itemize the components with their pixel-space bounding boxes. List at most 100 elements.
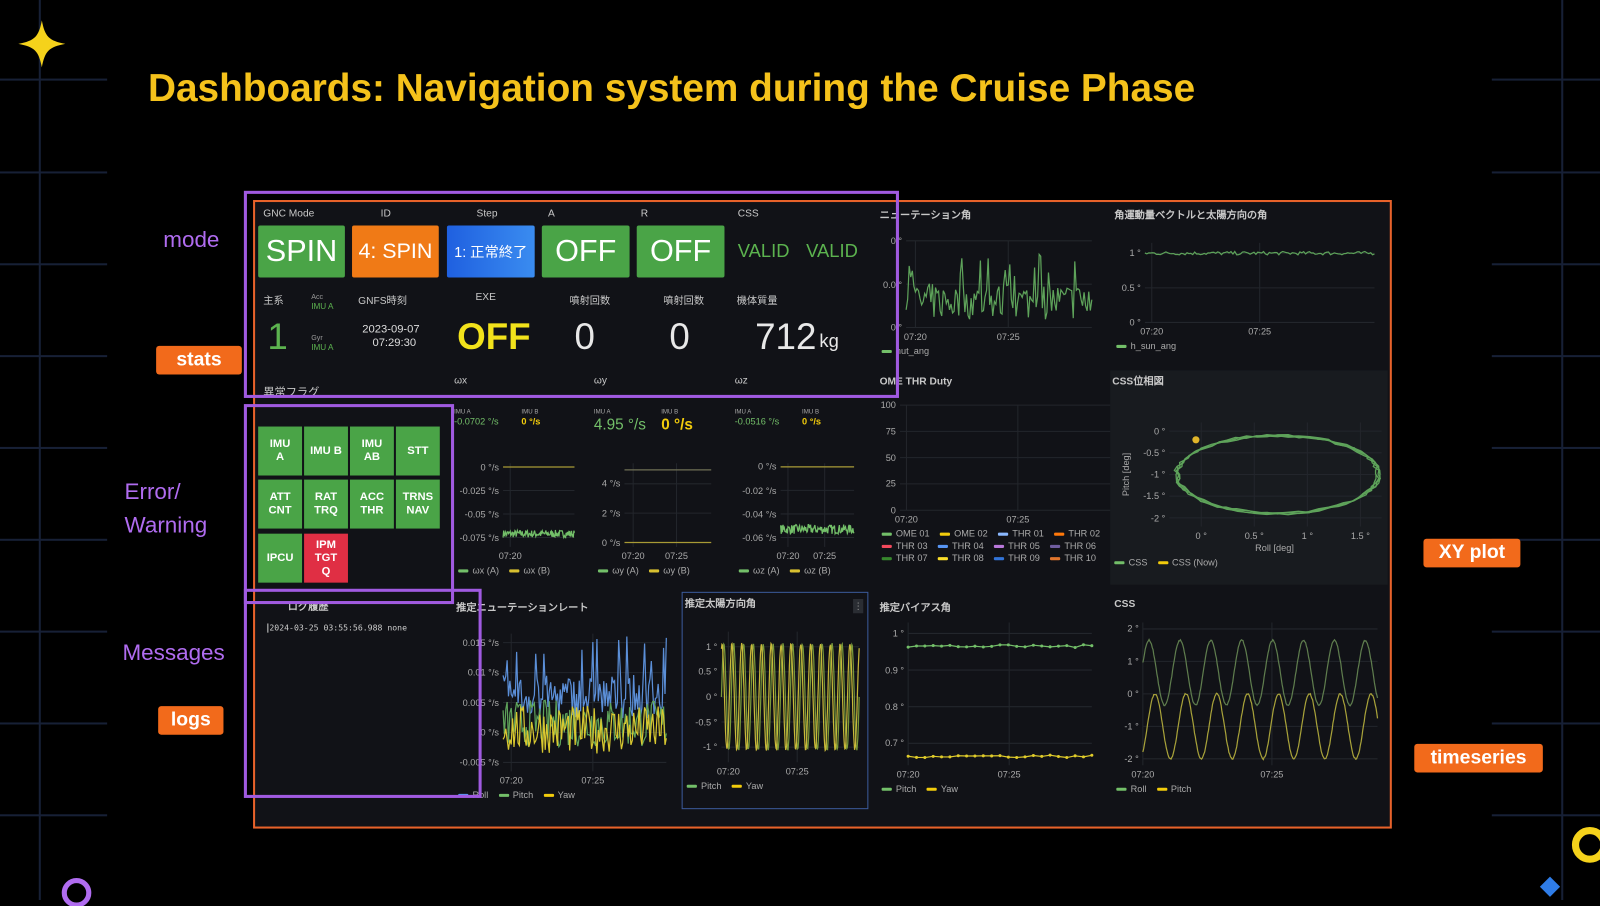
y-tick-label: 0 ° [890, 322, 903, 333]
legend-label: ωz (B) [804, 565, 831, 576]
y-tick-label: -0.02 °/s [742, 485, 777, 496]
legend-item[interactable]: THR 03 [881, 541, 928, 551]
legend-item[interactable]: THR 01 [997, 529, 1044, 539]
legend-swatch [789, 569, 801, 573]
panel-menu-icon[interactable]: ⋮ [853, 598, 864, 614]
header-fire-count-2: 噴射回数 [663, 295, 705, 308]
legend-label: Pitch [701, 780, 722, 791]
y-tick-label: 0 ° [1153, 426, 1166, 437]
legend-item[interactable]: Roll [1116, 784, 1146, 794]
plot-area: 1 ° 0.5 ° 0 ° 07:20 07:25 [1122, 242, 1375, 337]
gyr-label: Gyr [311, 334, 323, 342]
x-tick-label: 07:25 [1260, 769, 1284, 780]
legend-swatch [881, 787, 892, 791]
legend-item[interactable]: OME 01 [881, 529, 930, 539]
legend-swatch [881, 557, 892, 561]
omega-x-panel: ωx IMU A IMU B -0.0702 °/s 0 °/s 0 °/s -0.025 … [454, 376, 589, 582]
legend-item[interactable]: Yaw [731, 781, 763, 791]
y-tick-label: 0 °/s [758, 461, 777, 472]
legend-item[interactable]: h_sun_ang [1116, 341, 1176, 351]
y-tick-label: 50 [885, 452, 896, 463]
y-tick-label: -0.005 °/s [459, 757, 499, 768]
flag-imu-a[interactable]: IMU A [258, 426, 303, 476]
x-axis-label: Roll [deg] [1255, 542, 1294, 554]
legend-item[interactable]: Pitch [881, 784, 916, 794]
flag-imu-ab[interactable]: IMU AB [349, 426, 394, 476]
legend-label: CSS (Now) [1171, 557, 1218, 568]
legend-item[interactable]: ωy (B) [649, 565, 690, 576]
legend-item[interactable]: ωx (A) [458, 565, 500, 576]
y-tick-label: -0.025 °/s [459, 485, 499, 496]
header-step: Step [476, 208, 498, 220]
legend-swatch [1157, 561, 1168, 565]
log-entry[interactable]: 2024-03-25 03:55:56.988 none [267, 623, 407, 633]
label-messages: Messages [122, 639, 225, 666]
legend-item[interactable]: ωx (B) [509, 565, 550, 576]
sun-direction-panel[interactable]: 推定太陽方向角 1 ° 0.5 ° 0 ° -0.5 ° -1 ° 07:20 07:25 Pi… [681, 591, 869, 810]
flag-trns-nav[interactable]: TRNS NAV [395, 479, 440, 529]
legend-item[interactable]: CSS [1114, 557, 1147, 567]
flag-ipcu[interactable]: IPCU [258, 533, 303, 583]
plot-area: 1 ° 0.9 ° 0.8 ° 0.7 ° 07:20 07:25 [885, 622, 1094, 780]
imu-a-label: IMU A [593, 409, 611, 416]
y-tick-label: 0.5 ° [698, 666, 718, 677]
legend-item[interactable]: Pitch [498, 790, 533, 800]
plot-area: 0 ° 0.0 ° 0 ° 07:20 07:25 [883, 236, 1093, 342]
legend: ωz (A) ωz (B) [738, 565, 868, 576]
legend-item[interactable]: THR 07 [881, 553, 928, 563]
header-id: ID [380, 208, 391, 220]
legend-item[interactable]: THR 10 [1050, 553, 1096, 563]
flag-acc-thr[interactable]: ACC THR [349, 479, 394, 529]
flag-imu-b[interactable]: IMU B [304, 426, 348, 476]
legend-item[interactable]: Roll [458, 790, 488, 800]
y-tick-label: -1 ° [1150, 469, 1166, 480]
legend-item[interactable]: CSS (Now) [1157, 557, 1218, 568]
legend-label: OME 02 [954, 528, 988, 539]
css-phase-panel: CSS位相図 0 ° -0.5 ° -1 ° -1.5 ° -2 ° 0 ° 0.5 ° 1 °… [1110, 370, 1388, 585]
legend-item[interactable]: Yaw [926, 784, 958, 794]
legend-item[interactable]: THR 04 [937, 541, 984, 551]
series-line [908, 754, 1092, 759]
flag-att-cnt[interactable]: ATT CNT [258, 479, 303, 529]
legend-swatch [997, 532, 1009, 536]
y-tick-label: -0.05 °/s [464, 508, 499, 520]
legend-item[interactable]: THR 06 [1050, 541, 1096, 551]
legend-item[interactable]: Pitch [1156, 784, 1191, 794]
legend-item[interactable]: THR 09 [993, 553, 1040, 563]
legend-item[interactable]: Pitch [686, 780, 722, 791]
nutation-rate-panel: 推定ニューテーションレート 0.015 °/s 0.01 °/s 0.005 °/s 0… [454, 597, 673, 809]
imu-b-value: 0 °/s [661, 416, 693, 434]
panel-title: OME THR Duty [879, 376, 953, 388]
panel-title: CSS [1114, 598, 1136, 611]
css-valid-1: VALID [737, 240, 790, 262]
legend-item[interactable]: nut_ang [881, 346, 929, 356]
fire-count-2-value: 0 [669, 315, 690, 358]
y-tick-label: 0.9 ° [885, 664, 905, 676]
y-tick-label: -0.5 ° [1143, 447, 1166, 458]
legend: OME 01 OME 02 THR 01 THR 02 THR 03 THR 04 THR … [881, 528, 1102, 563]
legend-item[interactable]: Yaw [543, 790, 575, 800]
y-tick-label: 0.5 ° [1121, 282, 1141, 293]
legend-item[interactable]: THR 08 [937, 553, 984, 563]
panel-title: 推定太陽方向角 [684, 598, 757, 611]
legend-swatch [543, 793, 554, 798]
grid-line [1491, 538, 1600, 541]
legend-item[interactable]: ωz (B) [789, 565, 831, 576]
legend: Pitch Yaw [686, 780, 866, 791]
flag-rat-trq[interactable]: RAT TRQ [304, 479, 348, 529]
legend-label: ωx (A) [472, 565, 500, 576]
data-point [906, 645, 910, 649]
legend-item[interactable]: THR 05 [993, 541, 1040, 551]
header-main: 主系 [263, 295, 284, 308]
x-tick-label: 07:20 [499, 775, 523, 786]
plot-area: 0 °/s -0.02 °/s -0.04 °/s -0.06 °/s 07:20 07:… [742, 462, 855, 561]
legend-swatch [926, 787, 937, 791]
legend-item[interactable]: THR 02 [1054, 529, 1100, 539]
legend-swatch [881, 545, 892, 549]
legend: ωx (A) ωx (B) [458, 565, 587, 576]
legend-item[interactable]: ωy (A) [597, 565, 639, 576]
flag-ipm-tgt-q[interactable]: IPM TGT Q [304, 533, 348, 583]
flag-stt[interactable]: STT [395, 426, 440, 476]
legend-item[interactable]: ωz (A) [738, 565, 780, 576]
legend-item[interactable]: OME 02 [939, 528, 988, 539]
